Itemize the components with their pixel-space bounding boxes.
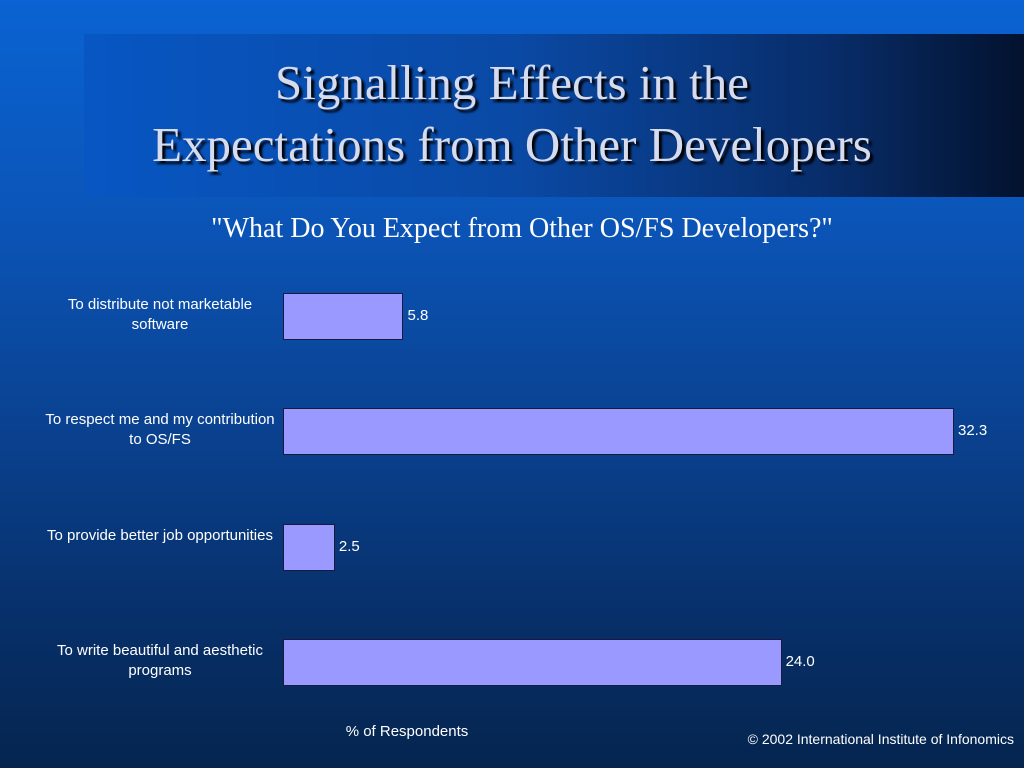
category-label: To respect me and my contribution to OS/… [45,411,275,449]
bar [283,523,335,571]
bar [283,408,954,456]
category-label: To distribute not marketable software [67,296,253,333]
data-label: 5.8 [407,307,429,324]
copyright-notice: © 2002 International Institute of Infono… [747,731,1014,747]
title-band [84,34,1024,197]
chart-title: "What Do You Expect from Other OS/FS Dev… [211,213,833,244]
data-label: 24.0 [785,652,815,670]
category-label: To provide better job opportunities [47,526,273,544]
data-label: 2.5 [338,537,360,555]
slide-title: Signalling Effects in the Expectations f… [84,52,940,176]
title-line-2: Expectations from Other Developers [152,117,872,172]
category-label: To write beautiful and aesthetic program… [57,641,263,679]
data-label: 32.3 [958,422,988,440]
x-axis-title: % of Respondents [345,723,469,740]
title-line-1: Signalling Effects in the [274,55,750,110]
bar [283,638,782,686]
bar [283,293,404,340]
